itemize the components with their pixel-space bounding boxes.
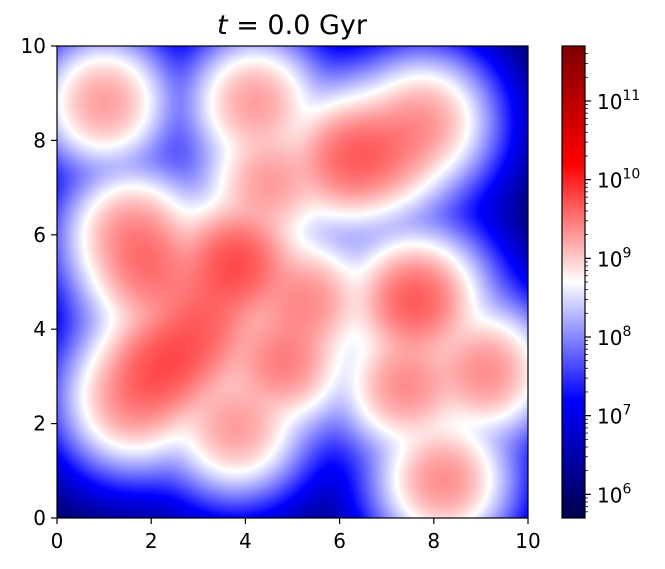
y-tick-label: 2	[33, 412, 46, 436]
density-heatmap	[57, 46, 528, 518]
y-tick-label: 8	[33, 128, 46, 152]
y-tick-label: 10	[21, 34, 46, 58]
x-tick-label: 10	[515, 529, 540, 553]
y-axis: 0 2 4 6 8 10	[21, 34, 57, 530]
colorbar-ticks: 106 107 108 109 1010 1011	[585, 53, 640, 513]
colorbar-gradient	[562, 46, 585, 518]
plot-frame	[56, 45, 529, 519]
colorbar-tick-label: 107	[597, 403, 631, 429]
colorbar-tick-label: 106	[597, 481, 631, 507]
x-tick-label: 6	[333, 529, 346, 553]
y-tick-label: 6	[33, 223, 46, 247]
x-axis: 0 2 4 6 8 10	[51, 518, 541, 553]
colorbar: 106 107 108 109 1010 1011	[561, 45, 640, 519]
x-tick-label: 4	[239, 529, 252, 553]
x-tick-label: 2	[145, 529, 158, 553]
colorbar-tick-label: 1010	[597, 167, 640, 193]
chart-title: t = 0.0 Gyr	[217, 10, 368, 41]
colorbar-tick-label: 108	[597, 324, 631, 350]
y-tick-label: 0	[33, 506, 46, 530]
x-tick-label: 8	[427, 529, 440, 553]
y-tick-label: 4	[33, 317, 46, 341]
heatmap-plot-area	[56, 45, 529, 519]
colorbar-tick-label: 109	[597, 245, 631, 271]
colorbar-tick-label: 1011	[597, 88, 640, 114]
x-tick-label: 0	[51, 529, 64, 553]
